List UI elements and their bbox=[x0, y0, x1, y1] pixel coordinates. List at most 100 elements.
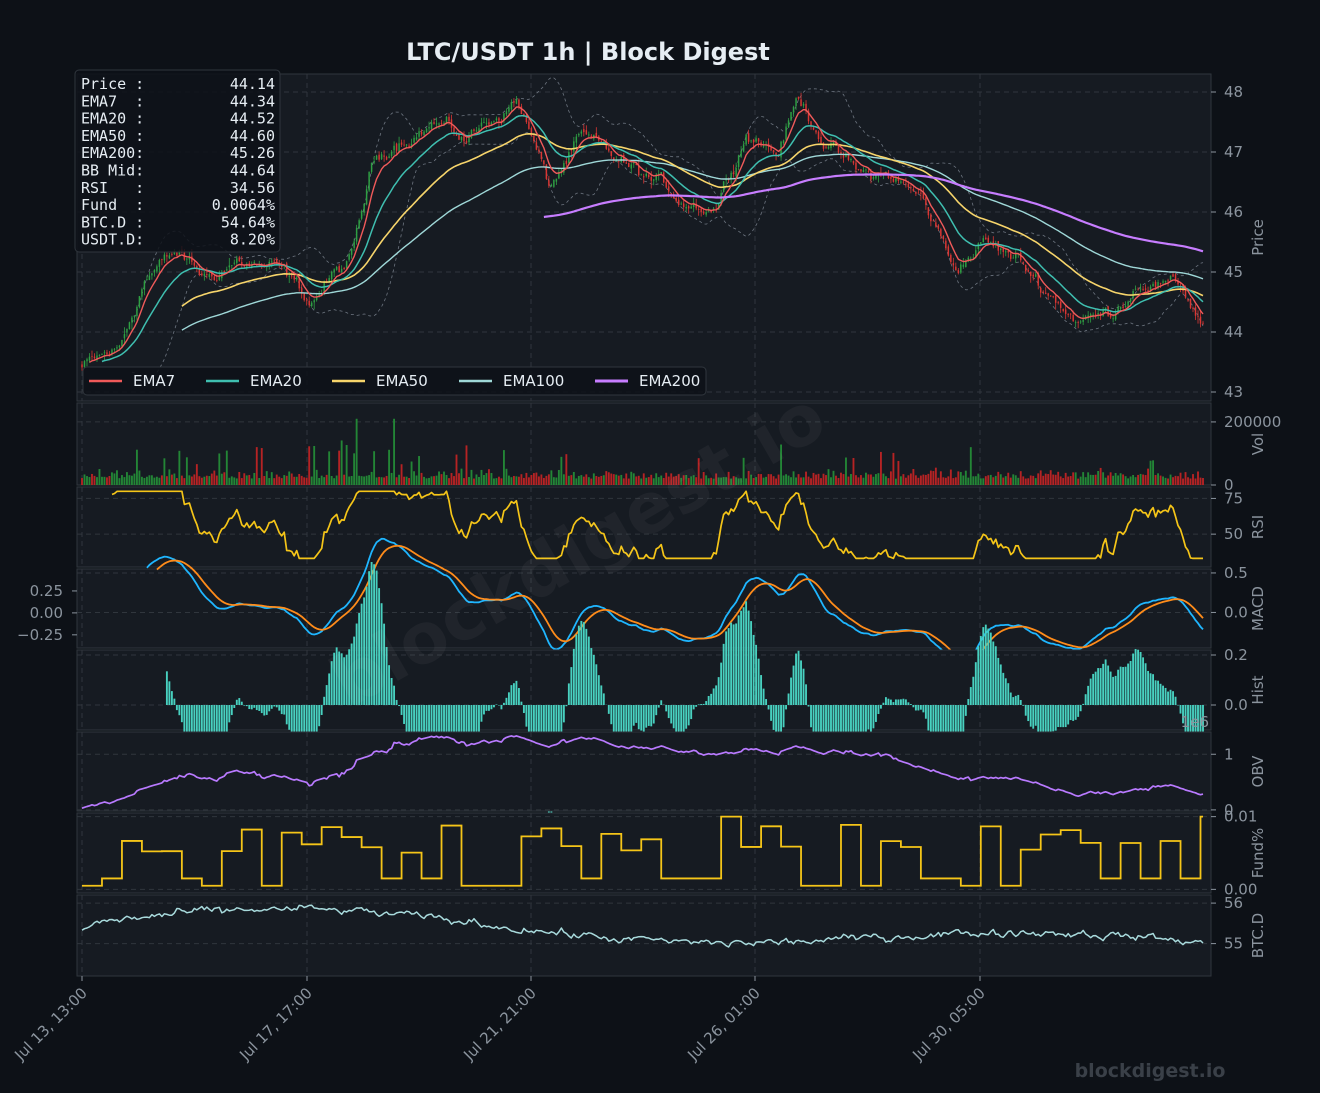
candle-body bbox=[897, 177, 900, 181]
rsi-tick-label: 50 bbox=[1224, 525, 1243, 543]
candle-body bbox=[288, 275, 290, 277]
volume-bar bbox=[909, 473, 912, 485]
volume-bar bbox=[677, 474, 680, 485]
volume-bar bbox=[358, 475, 361, 485]
hist-bar bbox=[770, 705, 773, 721]
obv-line bbox=[81, 735, 1204, 809]
hist-bar bbox=[567, 683, 570, 705]
volume-bar bbox=[150, 475, 153, 485]
hist-bar bbox=[1099, 668, 1102, 705]
volume-bar bbox=[742, 457, 745, 485]
volume-bar bbox=[577, 475, 580, 485]
candle-body bbox=[470, 129, 473, 138]
hist-bar bbox=[270, 705, 273, 709]
hist-bar bbox=[892, 702, 895, 705]
volume-bar bbox=[987, 475, 990, 485]
candle-body bbox=[151, 273, 153, 276]
hist-bar bbox=[670, 705, 673, 724]
volume-bar bbox=[1024, 478, 1027, 485]
hist-bar bbox=[1132, 653, 1135, 705]
hist-bar bbox=[879, 705, 882, 709]
volume-bar bbox=[867, 474, 870, 485]
info-box-frame bbox=[74, 69, 281, 253]
candle-body bbox=[308, 300, 310, 306]
bb-upper-line bbox=[131, 76, 1204, 324]
volume-bar bbox=[495, 478, 498, 485]
volume-bar bbox=[735, 477, 738, 485]
candle-body bbox=[498, 118, 500, 121]
bb-lower-line bbox=[131, 132, 1204, 381]
candle-body bbox=[313, 300, 315, 303]
hist-bar bbox=[850, 705, 852, 749]
volume-bar bbox=[785, 474, 787, 485]
hist-bar bbox=[488, 705, 490, 711]
candle-body bbox=[595, 132, 598, 138]
candle-body bbox=[236, 258, 238, 263]
hist-tick-label: 0.0 bbox=[1224, 696, 1248, 714]
candle-body bbox=[478, 128, 480, 133]
hist-bar bbox=[800, 660, 802, 705]
volume-bar bbox=[126, 472, 128, 485]
hist-bar bbox=[735, 623, 738, 705]
candle-body bbox=[158, 259, 161, 267]
volume-bar bbox=[233, 477, 236, 485]
candle-body bbox=[448, 116, 450, 121]
volume-bar bbox=[195, 464, 198, 485]
hist-bar bbox=[473, 705, 475, 748]
volume-bar bbox=[360, 476, 363, 485]
candle-body bbox=[1064, 309, 1067, 314]
hist-bar bbox=[1189, 705, 1192, 757]
hist-bar bbox=[410, 705, 413, 747]
candle-body bbox=[817, 131, 820, 139]
volume-bar bbox=[607, 472, 610, 485]
hist-bar bbox=[1069, 705, 1072, 721]
candle-body bbox=[400, 142, 403, 145]
volume-bar bbox=[887, 478, 890, 485]
hist-bar bbox=[1144, 663, 1147, 705]
hist-bar bbox=[485, 705, 488, 711]
hist-bar bbox=[1077, 705, 1080, 717]
hist-bar bbox=[248, 705, 251, 710]
volume-bar bbox=[443, 471, 445, 485]
candle-body bbox=[845, 153, 847, 157]
candle-body bbox=[645, 173, 647, 177]
obv-panel bbox=[76, 731, 1212, 812]
hist-bar bbox=[393, 685, 396, 705]
candle-body bbox=[186, 258, 188, 260]
hist-bar bbox=[997, 657, 1000, 705]
candle-body bbox=[855, 162, 857, 170]
hist-bar bbox=[877, 705, 880, 715]
candle-body bbox=[405, 144, 408, 146]
volume-bar bbox=[1122, 474, 1125, 485]
hist-bar bbox=[1167, 691, 1169, 705]
volume-bar bbox=[408, 478, 410, 485]
candle-body bbox=[920, 192, 922, 194]
hist-bar bbox=[565, 705, 568, 707]
volume-bar bbox=[1079, 476, 1082, 485]
volume-bar bbox=[135, 449, 138, 485]
info-value: 44.64 bbox=[230, 162, 275, 180]
volume-bar bbox=[111, 472, 113, 485]
hist-bar bbox=[672, 705, 675, 729]
candle-body bbox=[1187, 299, 1189, 301]
hist-bar bbox=[615, 705, 618, 739]
candle-body bbox=[188, 257, 191, 260]
candle-body bbox=[226, 269, 228, 271]
volume-bar bbox=[193, 474, 196, 485]
volume-bar bbox=[967, 477, 970, 485]
candle-body bbox=[338, 266, 340, 273]
legend: EMA7 EMA20 EMA50 EMA100 EMA200 bbox=[82, 366, 707, 396]
hist-bar bbox=[170, 691, 173, 705]
candle-body bbox=[1012, 257, 1015, 259]
candle-body bbox=[1062, 309, 1064, 311]
candle-body bbox=[1019, 252, 1022, 261]
candle-body bbox=[330, 271, 333, 280]
hist-bar bbox=[338, 651, 341, 705]
volume-bar bbox=[310, 476, 313, 485]
volume-bar bbox=[1177, 476, 1179, 485]
hist-bar bbox=[530, 705, 533, 757]
candle-body bbox=[942, 236, 945, 240]
hist-bar bbox=[238, 698, 241, 705]
hist-bar bbox=[912, 705, 915, 708]
